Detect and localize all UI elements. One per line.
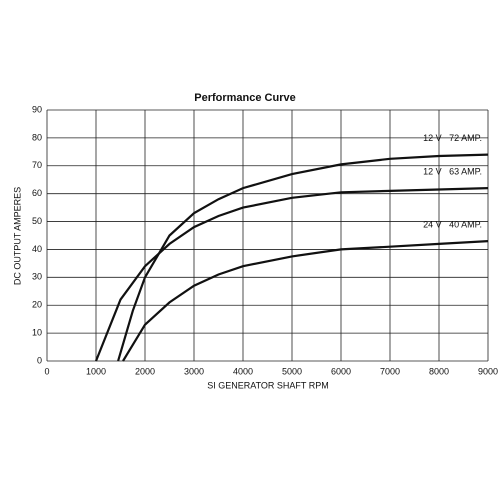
x-tick-label: 2000	[135, 366, 155, 376]
x-tick-label: 3000	[184, 366, 204, 376]
line	[94, 187, 489, 362]
x-axis-label: SI GENERATOR SHAFT RPM	[207, 380, 329, 390]
line	[117, 153, 489, 362]
x-tick-label: 4000	[233, 366, 253, 376]
y-tick-label: 70	[32, 160, 42, 170]
x-tick-label: 6000	[331, 366, 351, 376]
y-tick-label: 80	[32, 132, 42, 142]
y-tick-label: 50	[32, 216, 42, 226]
x-tick-label: 8000	[429, 366, 449, 376]
y-tick-label: 30	[32, 272, 42, 282]
y-tick-label: 10	[32, 327, 42, 337]
x-tick-label: 1000	[86, 366, 106, 376]
y-tick-label: 20	[32, 300, 42, 310]
x-tick-label: 9000	[478, 366, 498, 376]
y-tick-label: 90	[32, 104, 42, 114]
series-label: 12 V 72 AMP.	[423, 133, 482, 143]
x-tick-label: 0	[44, 366, 49, 376]
series-label: 24 V 40 AMP.	[423, 219, 482, 229]
chart-title: Performance Curve	[194, 92, 296, 104]
y-tick-label: 60	[32, 188, 42, 198]
y-axis-label: DC OUTPUT AMPERES	[12, 187, 22, 285]
x-tick-label: 7000	[380, 366, 400, 376]
y-tick-label: 0	[37, 355, 42, 365]
series-label: 12 V 63 AMP.	[423, 166, 482, 176]
y-tick-label: 40	[32, 244, 42, 254]
x-tick-label: 5000	[282, 366, 302, 376]
line	[122, 240, 489, 362]
